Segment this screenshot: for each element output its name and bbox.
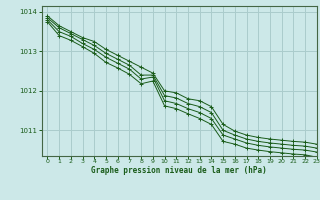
- X-axis label: Graphe pression niveau de la mer (hPa): Graphe pression niveau de la mer (hPa): [91, 166, 267, 175]
